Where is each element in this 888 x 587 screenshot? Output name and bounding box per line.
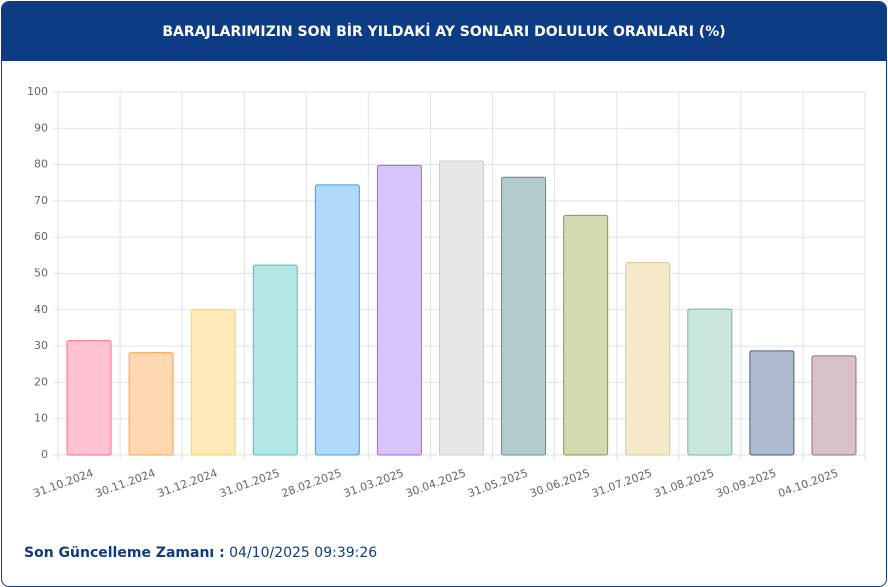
x-tick-label: 31.05.2025 [466, 466, 530, 500]
x-tick-label: 31.12.2024 [156, 466, 220, 500]
x-tick-label: 31.08.2025 [652, 466, 716, 500]
y-tick-label: 30 [34, 339, 48, 352]
bar [563, 214, 609, 456]
y-tick-label: 80 [34, 158, 48, 171]
bar [625, 262, 671, 456]
bar [190, 309, 236, 456]
y-tick-label: 50 [34, 267, 48, 280]
y-tick-label: 40 [34, 303, 48, 316]
y-tick-label: 60 [34, 230, 48, 243]
chart-title: BARAJLARIMIZIN SON BİR YILDAKİ AY SONLAR… [162, 23, 726, 40]
y-tick-label: 20 [34, 375, 48, 388]
x-tick-label: 28.02.2025 [280, 466, 344, 500]
bar [252, 264, 298, 456]
bar [314, 184, 360, 456]
x-tick-label: 30.09.2025 [714, 466, 778, 500]
y-tick-label: 10 [34, 412, 48, 425]
footer-label: Son Güncelleme Zamanı : [24, 545, 225, 561]
bar [376, 164, 422, 456]
bar [811, 355, 857, 456]
y-tick-label: 90 [34, 121, 48, 134]
x-tick-label: 31.10.2024 [31, 466, 95, 500]
bar [66, 340, 112, 456]
y-tick-label: 100 [27, 85, 48, 98]
bar [687, 308, 733, 456]
bar [439, 160, 484, 456]
y-tick-label: 0 [41, 448, 48, 461]
x-tick-label: 04.10.2025 [776, 466, 840, 500]
footer: Son Güncelleme Zamanı : 04/10/2025 09:39… [24, 545, 377, 561]
x-tick-label: 30.06.2025 [528, 466, 592, 500]
bar [749, 350, 795, 456]
bar [128, 352, 174, 456]
x-tick-label: 31.03.2025 [342, 466, 406, 500]
x-tick-label: 31.01.2025 [218, 466, 282, 500]
x-tick-label: 31.07.2025 [590, 466, 654, 500]
footer-value: 04/10/2025 09:39:26 [229, 545, 378, 561]
x-tick-label: 30.04.2025 [404, 466, 468, 500]
header: BARAJLARIMIZIN SON BİR YILDAKİ AY SONLAR… [2, 2, 886, 61]
x-tick-label: 30.11.2024 [94, 466, 158, 500]
y-tick-label: 70 [34, 194, 48, 207]
bar [501, 176, 547, 456]
